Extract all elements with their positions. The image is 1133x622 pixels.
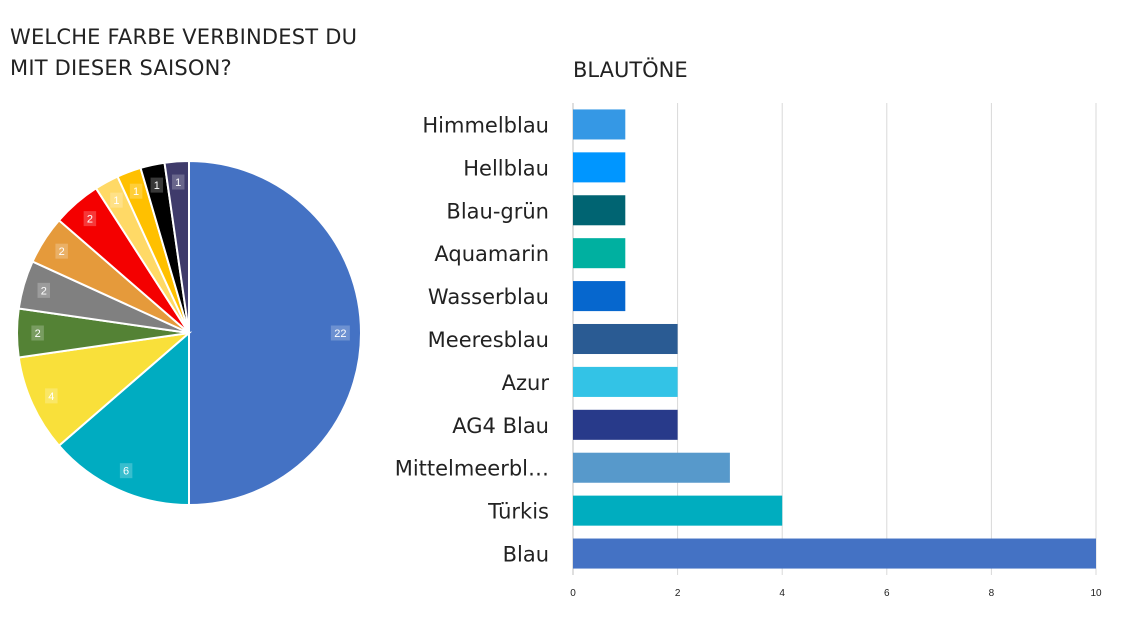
pie-label-box [129, 183, 143, 199]
bar [573, 366, 678, 397]
pie-data-label: 22 [334, 328, 346, 340]
category-label: Wasserblau [428, 285, 549, 309]
category-label: Türkis [487, 500, 549, 524]
bar [573, 109, 626, 140]
bar [573, 538, 1096, 569]
pie-label-box [150, 177, 164, 193]
x-tick-label: 2 [675, 588, 681, 599]
x-tick-label: 6 [884, 588, 890, 599]
category-label: Azur [502, 371, 550, 395]
pie-data-label: 2 [87, 214, 93, 226]
bar [573, 281, 626, 312]
pie-data-label: 2 [35, 328, 41, 340]
x-tick-label: 8 [989, 588, 995, 599]
pie-data-label: 2 [59, 246, 65, 258]
category-label: Blau [503, 543, 549, 567]
pie-data-label: 1 [154, 180, 160, 192]
bar [573, 195, 626, 226]
pie-label-box [171, 174, 185, 190]
pie-slice [188, 159, 362, 507]
pie-label-box [110, 192, 123, 208]
bar [573, 409, 678, 440]
category-label: Himmelblau [422, 113, 549, 137]
pie-data-label: 1 [175, 177, 181, 189]
category-label: AG4 Blau [452, 414, 549, 438]
pie-label-box [119, 463, 133, 479]
pie-slice [163, 159, 190, 334]
x-tick-label: 4 [779, 588, 785, 599]
category-label: Mittelmeerbl… [395, 457, 549, 481]
pie-data-label: 1 [133, 186, 139, 198]
pie-data-label: 4 [48, 391, 54, 403]
pie-chart-title: WELCHE FARBE VERBINDEST DU MIT DIESER SA… [10, 25, 358, 80]
pie-label-box [55, 243, 68, 259]
pie-slice [17, 331, 193, 448]
pie-label-box [37, 282, 51, 298]
category-label: Meeresblau [428, 328, 549, 352]
bar [573, 323, 678, 355]
pie-data-label: 1 [113, 195, 119, 207]
category-label: Hellblau [463, 156, 549, 180]
category-label: Aquamarin [434, 242, 549, 266]
bar-chart-title: BLAUTÖNE [573, 58, 688, 82]
bar [573, 452, 730, 483]
pie-label-box [83, 211, 97, 227]
pie-slice [57, 330, 190, 507]
bar [573, 495, 783, 526]
pie-label-box [31, 325, 44, 341]
pie-data-label: 2 [41, 285, 47, 297]
x-tick-label: 10 [1090, 588, 1102, 599]
bar [573, 238, 626, 269]
bar [573, 152, 626, 183]
x-tick-label: 0 [570, 588, 576, 599]
category-label: Blau-grün [446, 199, 549, 223]
pie-label-box [45, 388, 58, 404]
pie-label-box [330, 325, 350, 341]
pie-data-label: 6 [123, 466, 129, 478]
